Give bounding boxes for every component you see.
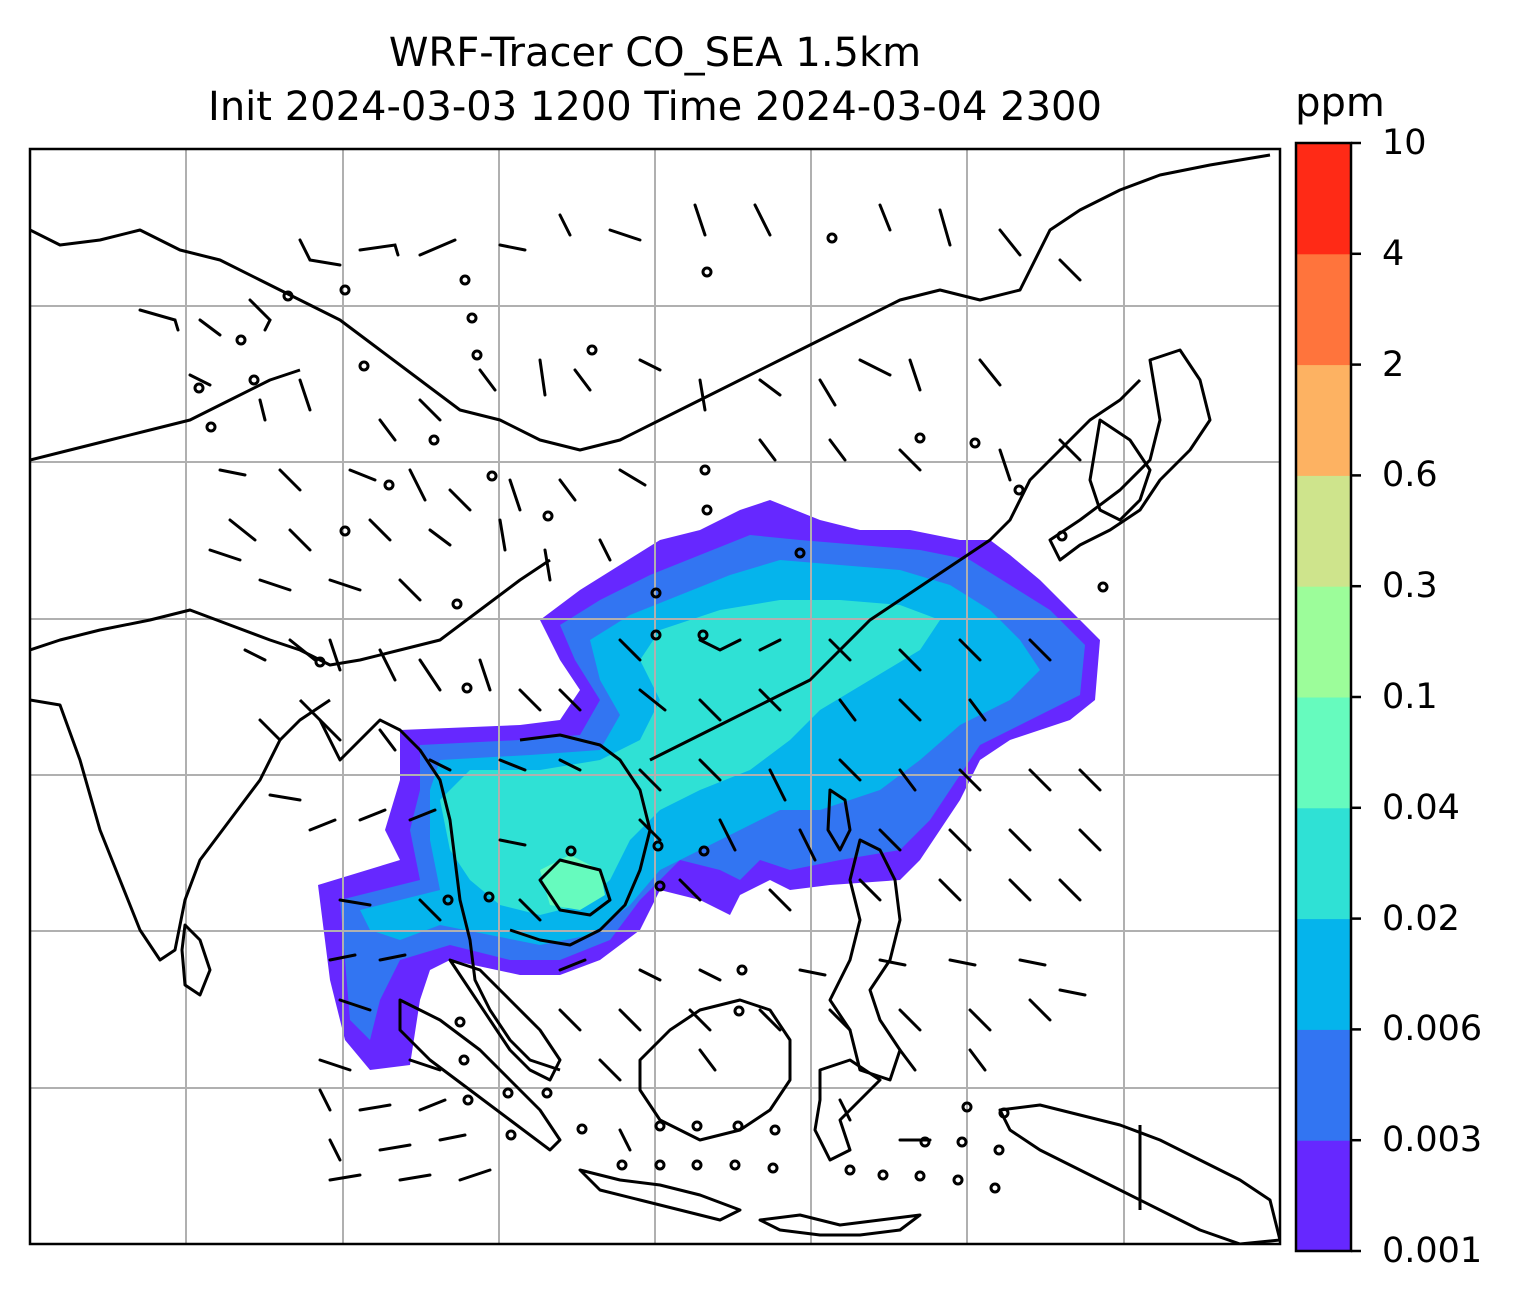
colorbar-tick-label: 4 [1382, 233, 1405, 274]
colorbar-tick-label: 0.3 [1382, 566, 1438, 607]
colorbar-tick-label: 0.003 [1382, 1120, 1483, 1161]
plume-band-0.02 [440, 600, 940, 915]
colorbar-tick-label: 0.006 [1382, 1009, 1483, 1050]
colorbar-segment [1296, 586, 1351, 698]
calm-wind-markers [193, 232, 1109, 1194]
map-title-line-1: WRF-Tracer CO_SEA 1.5km [388, 30, 922, 76]
colorbar-tick-label: 0.1 [1382, 677, 1438, 717]
colorbar-segment [1296, 918, 1351, 1030]
map-frame [28, 147, 1282, 1246]
colorbar-segment [1296, 697, 1351, 809]
wind-barbs [138, 203, 1102, 1182]
colorbar-tick-label: 0.04 [1382, 787, 1460, 828]
co-tracer-plume [318, 500, 1100, 1070]
colorbar-segment [1296, 1140, 1351, 1252]
plume-band-0.04 [540, 855, 605, 910]
colorbar-tick-label: 0.02 [1382, 898, 1460, 939]
colorbar-tick-label: 10 [1382, 123, 1427, 163]
gridlines [30, 149, 1280, 1244]
colorbar-segment [1296, 143, 1351, 255]
colorbar-unit-label: ppm [1295, 80, 1385, 126]
map-title-line-2: Init 2024-03-03 1200 Time 2024-03-04 230… [208, 84, 1102, 130]
colorbar-tick-label: 0.6 [1382, 455, 1438, 496]
colorbar-segment [1296, 807, 1351, 920]
colorbar-segment [1296, 475, 1351, 587]
colorbar-segment [1296, 364, 1351, 476]
colorbar-tick-label: 0.001 [1382, 1231, 1483, 1271]
colorbar [1294, 141, 1361, 1253]
colorbar-tick-label: 2 [1382, 344, 1405, 385]
colorbar-segment [1296, 253, 1351, 366]
colorbar-segment [1296, 1029, 1351, 1141]
coastlines [30, 153, 1280, 1244]
